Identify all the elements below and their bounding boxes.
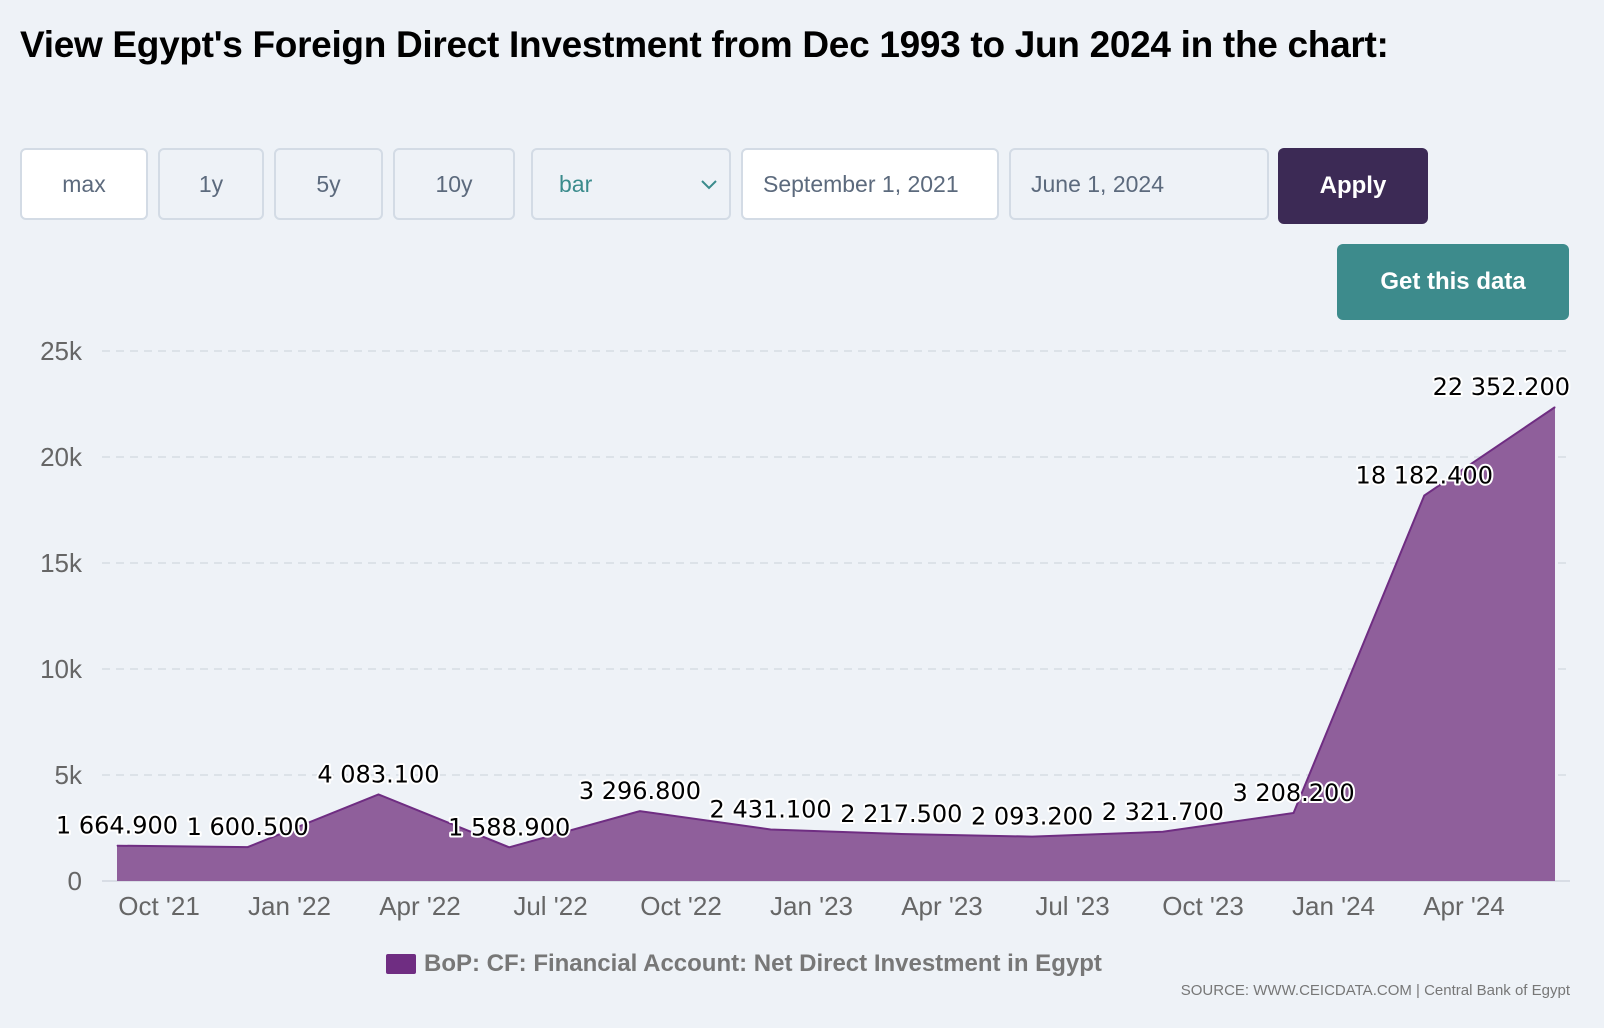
y-tick-label: 10k — [40, 654, 83, 684]
get-this-data-button[interactable]: Get this data — [1337, 244, 1569, 320]
x-tick-label: Oct '22 — [640, 891, 722, 921]
data-label: 2 321.700 — [1102, 798, 1224, 826]
data-point[interactable] — [1293, 812, 1295, 814]
range-1y-button[interactable]: 1y — [158, 148, 264, 220]
chart-legend[interactable]: BoP: CF: Financial Account: Net Direct I… — [386, 950, 1102, 978]
x-tick-label: Jan '22 — [248, 891, 331, 921]
data-point[interactable] — [116, 845, 118, 847]
source-credit: SOURCE: WWW.CEICDATA.COM | Central Bank … — [1180, 982, 1570, 999]
x-tick-label: Jan '24 — [1292, 891, 1375, 921]
y-tick-label: 5k — [55, 760, 83, 790]
data-point[interactable] — [1162, 831, 1164, 833]
data-label: 3 208.200 — [1232, 779, 1354, 807]
legend-swatch — [386, 954, 416, 974]
data-label: 2 431.100 — [710, 795, 832, 823]
data-label: 1 600.500 — [187, 813, 309, 841]
x-tick-label: Oct '21 — [118, 891, 200, 921]
data-label: 1 588.900 — [448, 813, 570, 841]
data-point[interactable] — [247, 846, 249, 848]
data-label: 2 093.200 — [971, 803, 1093, 831]
data-label: 4 083.100 — [317, 760, 439, 788]
data-label: 18 182.400 — [1356, 462, 1493, 490]
data-point[interactable] — [900, 833, 902, 835]
x-tick-label: Jan '23 — [770, 891, 853, 921]
chart-controls: max 1y 5y 10y bar September 1, 2021 June… — [20, 148, 1428, 224]
range-10y-button[interactable]: 10y — [393, 148, 515, 220]
page-title: View Egypt's Foreign Direct Investment f… — [20, 24, 1389, 65]
data-point[interactable] — [770, 828, 772, 830]
data-point[interactable] — [1031, 836, 1033, 838]
end-date-input[interactable]: June 1, 2024 — [1009, 148, 1269, 220]
x-tick-label: Jul '23 — [1035, 891, 1109, 921]
chevron-down-icon — [701, 180, 717, 190]
x-tick-label: Oct '23 — [1162, 891, 1244, 921]
series-area[interactable] — [117, 407, 1555, 881]
legend-series-label: BoP: CF: Financial Account: Net Direct I… — [424, 950, 1102, 977]
y-tick-label: 20k — [40, 442, 83, 472]
y-tick-label: 0 — [68, 866, 82, 896]
data-point[interactable] — [1423, 495, 1425, 497]
apply-button[interactable]: Apply — [1278, 148, 1428, 224]
range-5y-button[interactable]: 5y — [274, 148, 383, 220]
x-tick-label: Apr '22 — [379, 891, 461, 921]
y-tick-label: 25k — [40, 336, 83, 366]
x-tick-label: Apr '23 — [901, 891, 983, 921]
data-point[interactable] — [377, 793, 379, 795]
start-date-input[interactable]: September 1, 2021 — [741, 148, 999, 220]
fdi-area-chart: 0 5k 10k 15k 20k 25k Oct '21 Jan '22 Apr '22 Jul… — [40, 336, 1572, 921]
data-label: 3 296.800 — [579, 777, 701, 805]
data-label: 1 664.900 — [56, 812, 178, 840]
chart-type-select[interactable]: bar — [531, 148, 731, 220]
series-line — [116, 406, 1556, 849]
data-point[interactable] — [1554, 406, 1556, 408]
x-tick-label: Apr '24 — [1423, 891, 1505, 921]
x-tick-label: Jul '22 — [513, 891, 587, 921]
chart-type-value: bar — [559, 170, 593, 197]
y-tick-label: 15k — [40, 548, 83, 578]
data-label: 2 217.500 — [840, 800, 962, 828]
range-max-button[interactable]: max — [20, 148, 148, 220]
data-point[interactable] — [508, 846, 510, 848]
data-point[interactable] — [639, 810, 641, 812]
data-label: 22 352.200 — [1433, 373, 1570, 401]
